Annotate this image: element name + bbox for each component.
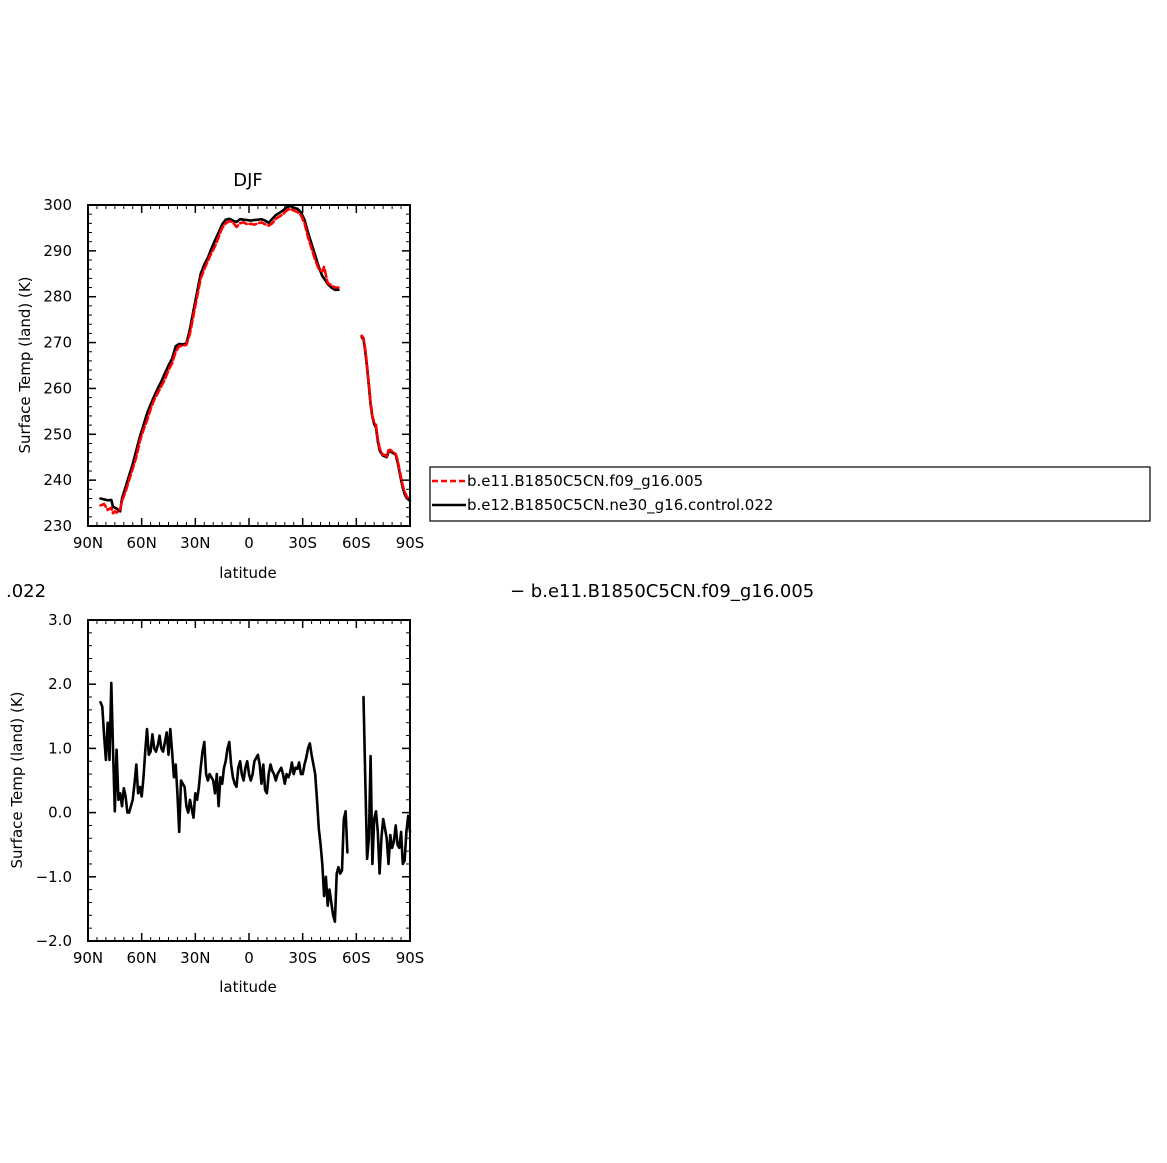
bottom-x-tick-label: 0 — [244, 949, 254, 967]
bottom-y-tick-label: 1.0 — [48, 739, 72, 757]
legend-entry-2: b.e12.B1850C5CN.ne30_g16.control.022 — [467, 496, 773, 515]
top-y-tick-label: 230 — [43, 517, 72, 535]
top-y-tick-label: 250 — [43, 425, 72, 443]
bottom-x-tick-label: 60N — [127, 949, 157, 967]
top-y-tick-label: 270 — [43, 334, 72, 352]
bottom-x-tick-label: 90S — [396, 949, 425, 967]
top-y-tick-label: 280 — [43, 288, 72, 306]
top-y-axis-title: Surface Temp (land) (K) — [16, 276, 34, 453]
top-panel: DJF 90N 60N 30N 0 30S 60S 90S 230 240 250 260 270 28… — [16, 170, 424, 582]
top-y-tick-label: 240 — [43, 471, 72, 489]
title-fragment-left: .022 — [6, 581, 46, 602]
top-x-tick-label: 60S — [342, 534, 371, 552]
top-series-2-segment-2 — [360, 335, 412, 503]
legend: b.e11.B1850C5CN.f09_g16.005 b.e12.B1850C… — [429, 466, 1151, 522]
top-series-1-segment-2 — [360, 334, 412, 501]
bottom-x-axis-title: latitude — [219, 978, 277, 996]
legend-box — [429, 466, 1151, 522]
bottom-x-tick-label: 30N — [180, 949, 210, 967]
bottom-x-tick-label: 90N — [73, 949, 103, 967]
top-y-tick-label: 260 — [43, 379, 72, 397]
bottom-x-tick-label: 30S — [288, 949, 317, 967]
bottom-y-tick-label: −1.0 — [36, 868, 72, 886]
bottom-series-lines — [99, 681, 412, 924]
bottom-panel: 90N 60N 30N 0 30S 60S 90S−2.0−1.00.01.02.03.0 … — [8, 611, 424, 996]
top-x-axis-title: latitude — [219, 564, 277, 582]
bottom-series-1-segment-1 — [99, 681, 349, 924]
top-x-tick-label: 0 — [244, 534, 254, 552]
top-y-tick-label: 290 — [43, 242, 72, 260]
top-plot-frame — [87, 204, 411, 527]
bottom-y-tick-label: 3.0 — [48, 611, 72, 629]
top-x-tick-label: 30N — [180, 534, 210, 552]
title-fragment-right: − b.e11.B1850C5CN.f09_g16.005 — [510, 581, 814, 602]
bottom-series-1-segment-2 — [362, 695, 412, 875]
bottom-y-tick-label: 2.0 — [48, 675, 72, 693]
top-x-tick-label: 90N — [73, 534, 103, 552]
bottom-x-tick-label: 60S — [342, 949, 371, 967]
bottom-y-tick-label: −2.0 — [36, 932, 72, 950]
bottom-y-tick-label: 0.0 — [48, 804, 72, 822]
bottom-y-axis-title: Surface Temp (land) (K) — [8, 691, 26, 868]
top-x-tick-label: 90S — [396, 534, 425, 552]
top-chart-title: DJF — [233, 170, 263, 191]
bottom-axes: 90N 60N 30N 0 30S 60S 90S −2.0 −1.0 0.0 1.0 2.0 3.0 — [36, 611, 425, 967]
top-series-2-segment-1 — [99, 204, 340, 513]
top-x-tick-label: 30S — [288, 534, 317, 552]
top-x-tick-label: 60N — [127, 534, 157, 552]
top-series-lines — [99, 204, 412, 515]
top-axes: 90N 60N 30N 0 30S 60S 90S 230 240 250 260 270 280 290… — [43, 196, 424, 552]
top-y-tick-label: 300 — [43, 196, 72, 214]
top-series-1-segment-1 — [99, 207, 340, 515]
legend-entry-1: b.e11.B1850C5CN.f09_g16.005 — [467, 472, 703, 491]
